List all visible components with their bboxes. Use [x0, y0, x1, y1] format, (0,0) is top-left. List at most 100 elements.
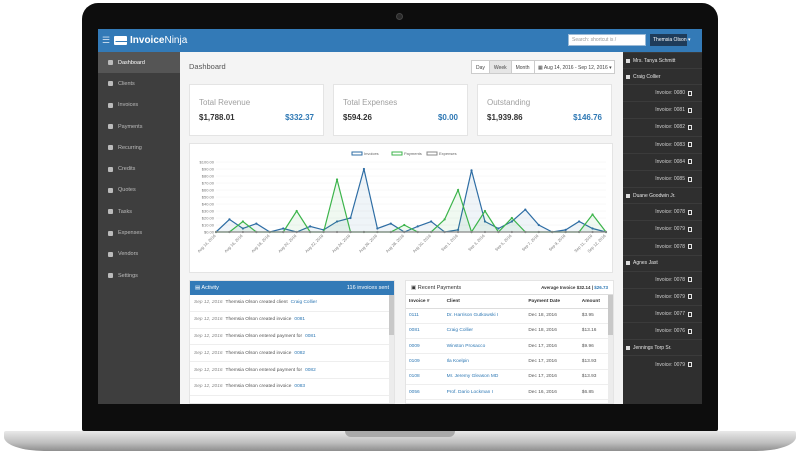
invoice-link[interactable]: Invoice: 0079: [623, 220, 702, 237]
client-cell[interactable]: Winston Prosacco: [443, 338, 526, 355]
invoice-number-cell[interactable]: 0109: [406, 353, 444, 370]
sidebar-item-label: Recurring: [118, 144, 142, 151]
recent-payments-panel: ▣ Recent Payments Average Invoice $32.14…: [405, 280, 614, 404]
menu-toggle-icon[interactable]: ☰: [102, 35, 111, 45]
invoice-link[interactable]: Invoice: 0080: [623, 84, 702, 101]
outstanding-card: Outstanding $1,939.86 $146.76: [477, 84, 612, 136]
invoice-link[interactable]: Invoice: 0079: [623, 287, 702, 305]
table-body: 0111 Dr. Harrison Gutkowski I Dec 18, 2016…: [406, 308, 613, 401]
sidebar-item-quotes[interactable]: Quotes: [98, 180, 180, 201]
activity-date: Sep 12, 2016: [194, 384, 223, 390]
activity-link[interactable]: 0081: [305, 333, 316, 339]
payments-scrollbar[interactable]: [608, 295, 613, 403]
column-header: Invoice #: [406, 295, 444, 309]
data-point: [591, 230, 594, 234]
sidebar-item-payments[interactable]: Payments: [98, 116, 180, 137]
sidebar-item-invoices[interactable]: Invoices: [98, 95, 180, 116]
activity-link[interactable]: 0082: [305, 367, 316, 373]
invoice-link[interactable]: Invoice: 0078: [623, 237, 702, 255]
legend-swatch: [351, 151, 363, 156]
invoice-link[interactable]: Invoice: 0078: [623, 203, 702, 220]
invoice-link[interactable]: Invoice: 0077: [623, 305, 702, 322]
data-point: [255, 230, 258, 234]
y-tick-label: $60.00: [202, 188, 215, 193]
amount-cell: $9.96: [578, 338, 613, 355]
activity-link[interactable]: 0082: [294, 350, 306, 356]
sidebar-item-tasks[interactable]: Tasks: [98, 201, 180, 222]
card-value-secondary: $146.76: [573, 113, 602, 122]
page-title: Dashboard: [189, 62, 226, 71]
invoice-link[interactable]: Invoice: 0076: [623, 322, 702, 339]
sidebar-item-expenses[interactable]: Expenses: [98, 222, 180, 243]
column-header: Client: [443, 295, 526, 309]
sidebar-item-vendors[interactable]: Vendors: [98, 244, 180, 265]
invoice-number-cell[interactable]: 0108: [406, 369, 444, 385]
date-range-picker[interactable]: ▦ Aug 14, 2016 - Sep 12, 2016 ▾: [534, 60, 615, 74]
invoice-link[interactable]: Invoice: 0083: [623, 135, 702, 153]
client-group[interactable]: Duane Goodwin Jr.: [623, 187, 702, 203]
client-cell[interactable]: Dr. Harrison Gutkowski I: [443, 308, 526, 324]
data-point: [309, 230, 312, 234]
activity-text: Themsia Olson created invoice: [225, 317, 292, 323]
invoice-label: Invoice: 0078: [655, 276, 685, 283]
invoice-link[interactable]: Invoice: 0082: [623, 118, 702, 135]
invoice-label: Invoice: 0081: [655, 107, 685, 114]
activity-link[interactable]: 0083: [294, 384, 306, 390]
invoice-link[interactable]: Invoice: 0078: [623, 270, 702, 288]
range-day-button[interactable]: Day: [472, 61, 490, 73]
client-group[interactable]: Mrs. Tanya Schmitt: [623, 52, 702, 68]
data-point: [456, 188, 460, 192]
client-cell[interactable]: Craig Collier: [443, 323, 526, 340]
data-point: [241, 227, 244, 230]
invoice-number-cell[interactable]: 0009: [406, 338, 444, 355]
invoice-link[interactable]: Invoice: 0085: [623, 169, 702, 187]
data-point: [470, 169, 473, 172]
activity-scrollbar[interactable]: [389, 295, 394, 403]
client-cell[interactable]: Mr. Jeremy Gleason MD: [443, 369, 526, 385]
data-point: [376, 230, 379, 234]
x-tick-label: Aug 30, 2016: [412, 233, 433, 254]
client-group[interactable]: Jennings Torp Sr.: [623, 339, 702, 355]
range-week-button[interactable]: Week: [489, 61, 512, 73]
invoice-link[interactable]: Invoice: 0079: [623, 355, 702, 372]
range-toggle: Day Week Month: [471, 60, 535, 74]
calendar-icon: ▦: [538, 65, 544, 71]
scrollbar-thumb[interactable]: [389, 295, 394, 335]
data-point: [604, 230, 608, 234]
search-input[interactable]: Search: shortcut is /: [568, 34, 646, 46]
data-point: [335, 230, 339, 234]
credit-card-icon: [108, 124, 113, 130]
data-point: [322, 230, 325, 234]
activity-text: Themsia Olson created client: [225, 300, 288, 306]
sidebar-item-settings[interactable]: Settings: [98, 265, 180, 286]
client-cell[interactable]: Prof. Dario Lockman I: [443, 384, 526, 401]
activity-link[interactable]: 0081: [294, 317, 306, 323]
sidebar-item-credits[interactable]: Credits: [98, 158, 180, 179]
sidebar-item-recurring[interactable]: Recurring: [98, 137, 180, 158]
invoice-number-cell[interactable]: 0056: [406, 384, 444, 401]
sidebar-item-label: Dashboard: [118, 59, 145, 66]
client-group[interactable]: Agnes Jast: [623, 254, 702, 271]
user-menu-button[interactable]: Themsia Olson ▾: [650, 34, 691, 46]
sidebar-item-dashboard[interactable]: Dashboard: [98, 52, 180, 74]
invoice-link[interactable]: Invoice: 0081: [623, 101, 702, 118]
sidebar-item-clients[interactable]: Clients: [98, 73, 180, 94]
brand-logo[interactable]: Invoice Ninja: [114, 33, 187, 47]
range-month-button[interactable]: Month: [515, 65, 530, 71]
client-name: Jennings Torp Sr.: [633, 344, 672, 351]
scrollbar-thumb[interactable]: [608, 295, 613, 335]
table-row: 0109 Ila Koelpin Dec 17, 2016 $13.93: [406, 353, 613, 370]
table-row: 0081 Craig Collier Dec 18, 2016 $13.16: [406, 323, 613, 340]
y-tick-label: $0.00: [204, 230, 215, 235]
x-tick-label: Aug 16, 2016: [223, 233, 244, 254]
activity-badge: 116 invoices sent: [346, 285, 389, 291]
data-point: [403, 223, 406, 227]
client-cell[interactable]: Ila Koelpin: [443, 353, 526, 370]
average-invoice-value: $32.14: [576, 285, 591, 290]
activity-link[interactable]: Craig Collier: [290, 300, 318, 306]
invoice-number-cell[interactable]: 0081: [406, 323, 444, 340]
client-group[interactable]: Craig Collier: [623, 68, 702, 84]
client-name: Craig Collier: [633, 73, 661, 80]
invoice-link[interactable]: Invoice: 0084: [623, 152, 702, 170]
invoice-number-cell[interactable]: 0111: [406, 308, 444, 324]
